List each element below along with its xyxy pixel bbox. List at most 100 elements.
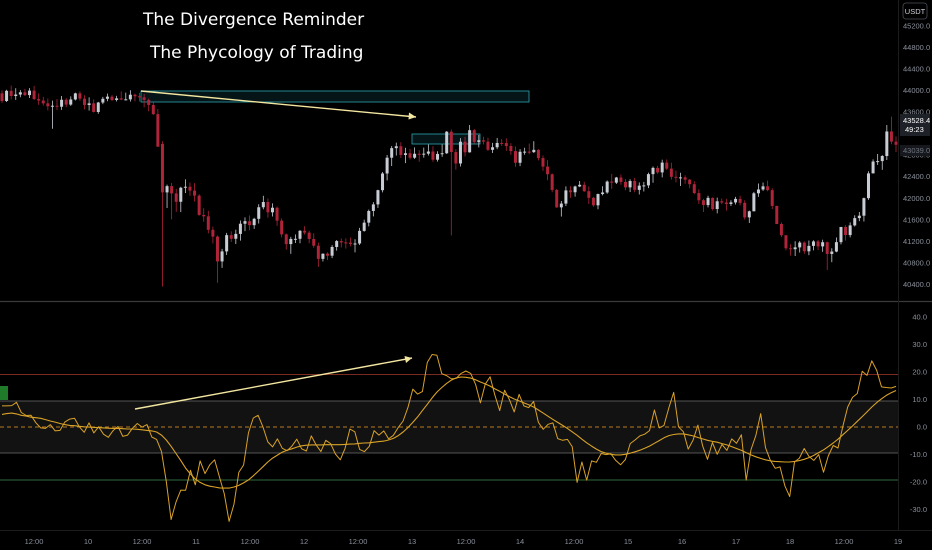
candle-body-down bbox=[170, 186, 174, 194]
candle-body-down bbox=[147, 99, 151, 105]
candle bbox=[793, 241, 797, 257]
candle-body-up bbox=[573, 186, 577, 193]
candle-body-up bbox=[495, 142, 499, 148]
candle-countdown-label: 49:23 bbox=[905, 125, 924, 134]
candle-body-up bbox=[422, 153, 426, 155]
candle-body-down bbox=[481, 140, 485, 142]
candle-body-up bbox=[128, 94, 132, 100]
candle-body-up bbox=[848, 225, 852, 236]
candle bbox=[298, 230, 302, 244]
candle-body-down bbox=[738, 198, 742, 203]
candle bbox=[729, 200, 733, 207]
candle bbox=[738, 195, 742, 206]
candle-body-down bbox=[344, 242, 348, 244]
candle-body-down bbox=[555, 189, 559, 208]
candle bbox=[211, 226, 215, 244]
price-axis[interactable]: USDT 45200.0 44800.0 44400.0 44000.0 43600.0… bbox=[900, 2, 930, 289]
currency-badge[interactable] bbox=[902, 2, 928, 20]
candle-body-down bbox=[486, 141, 490, 150]
candle-body-up bbox=[321, 253, 325, 259]
candle-body-up bbox=[445, 131, 449, 154]
candle-body-down bbox=[463, 141, 467, 153]
candle bbox=[238, 220, 242, 241]
candle bbox=[142, 93, 146, 108]
candle bbox=[692, 181, 696, 195]
candle-body-down bbox=[303, 230, 307, 233]
candle bbox=[830, 248, 834, 263]
oscillator-trendline-arrowhead bbox=[404, 356, 412, 363]
candle bbox=[183, 179, 187, 194]
candle bbox=[440, 144, 444, 157]
candle-body-down bbox=[784, 235, 788, 249]
candle-body-up bbox=[330, 246, 334, 256]
candle-body-down bbox=[546, 166, 550, 175]
candle-body-up bbox=[293, 238, 297, 240]
oscillator-trendline[interactable] bbox=[134, 357, 413, 410]
time-tick-label: 12:00 bbox=[349, 537, 368, 546]
candle bbox=[885, 125, 889, 161]
candle bbox=[504, 138, 508, 151]
candle bbox=[513, 146, 517, 167]
candle-body-down bbox=[188, 186, 192, 191]
candle-body-up bbox=[871, 161, 875, 174]
candle-body-up bbox=[261, 202, 265, 208]
candle bbox=[225, 232, 229, 255]
signal-marker bbox=[0, 386, 8, 400]
candle bbox=[862, 197, 866, 222]
candle-body-down bbox=[889, 131, 893, 142]
candle bbox=[252, 217, 256, 229]
candle-body-down bbox=[472, 130, 476, 142]
price-tick-label: 41200.0 bbox=[903, 237, 930, 246]
candle-body-up bbox=[834, 242, 838, 252]
candle-body-up bbox=[518, 151, 522, 163]
candle-body-down bbox=[816, 241, 820, 247]
candle-body-up bbox=[601, 192, 605, 195]
price-tick-label: 40800.0 bbox=[903, 258, 930, 267]
candle-body-up bbox=[866, 173, 870, 199]
candle-body-up bbox=[183, 186, 187, 188]
candle-body-up bbox=[830, 251, 834, 254]
candle-body-up bbox=[376, 190, 380, 205]
time-tick-label: 19 bbox=[894, 537, 902, 546]
candle bbox=[559, 201, 563, 217]
price-tick-label: 42000.0 bbox=[903, 194, 930, 203]
candle-body-up bbox=[289, 238, 293, 245]
candle-body-down bbox=[284, 234, 288, 245]
candle bbox=[284, 233, 288, 250]
candle bbox=[151, 102, 155, 116]
candle bbox=[876, 153, 880, 165]
price-tick-label: 43600.0 bbox=[903, 108, 930, 117]
time-tick-label: 10 bbox=[84, 537, 92, 546]
candle-body-up bbox=[87, 103, 91, 105]
candle bbox=[165, 184, 169, 209]
candle bbox=[348, 237, 352, 247]
chart-subtitle: The Phycology of Trading bbox=[149, 43, 363, 63]
candle-body-down bbox=[46, 103, 50, 107]
candle bbox=[743, 200, 747, 220]
candle bbox=[752, 191, 756, 212]
candle-body-up bbox=[413, 153, 417, 158]
candle bbox=[458, 138, 462, 167]
last-price-tag bbox=[900, 114, 930, 136]
candle-body-down bbox=[692, 184, 696, 194]
time-axis[interactable]: 12:00 10 12:00 11 12:00 12 12:00 13 12:00 14 12:00… bbox=[25, 537, 903, 546]
candle-body-down bbox=[280, 220, 284, 235]
candlestick-series bbox=[0, 85, 898, 287]
candle-body-up bbox=[96, 102, 100, 112]
candle-body-down bbox=[802, 242, 806, 252]
candle bbox=[18, 90, 22, 98]
time-tick-label: 12:00 bbox=[241, 537, 260, 546]
candle bbox=[445, 131, 449, 154]
candle bbox=[605, 180, 609, 194]
candle-body-up bbox=[715, 201, 719, 210]
price-tick-label: 45200.0 bbox=[903, 21, 930, 30]
candle bbox=[413, 147, 417, 159]
candle-body-down bbox=[779, 223, 783, 236]
candle-body-up bbox=[798, 242, 802, 248]
candle bbox=[174, 188, 178, 212]
candle bbox=[417, 150, 421, 162]
candle-body-up bbox=[706, 197, 710, 206]
candle bbox=[532, 141, 536, 154]
price-trendline[interactable] bbox=[140, 90, 417, 118]
oscillator-tick-labels[interactable]: 40.0 30.0 20.0 10.0 0.0 -10.0 -20.0 -30.0 bbox=[910, 312, 927, 514]
